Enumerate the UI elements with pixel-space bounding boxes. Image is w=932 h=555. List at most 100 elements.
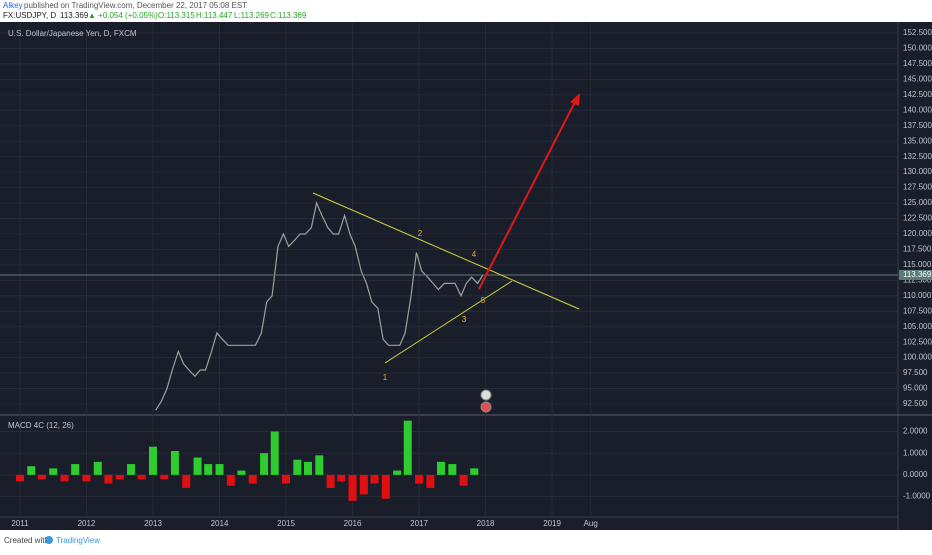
y-tick-label: 107.500	[903, 306, 932, 315]
macd-bar	[27, 466, 36, 475]
change: ▲ +0.054 (+0.05%)	[88, 11, 158, 20]
y-tick-label: 102.500	[903, 337, 932, 346]
low: L:113.269	[234, 11, 270, 20]
event-icon[interactable]	[480, 401, 492, 413]
x-tick-label: 2015	[277, 519, 295, 528]
y-tick-label: 122.500	[903, 214, 932, 223]
macd-bar	[237, 470, 246, 475]
macd-bar	[148, 446, 157, 475]
y-tick-label: 105.000	[903, 322, 932, 331]
header-bar	[0, 0, 932, 22]
forecast-arrow	[478, 99, 577, 290]
macd-bar	[448, 464, 457, 475]
footer-created: Created with	[4, 536, 49, 545]
close: C:113.369	[270, 11, 307, 20]
y-tick-label: 150.000	[903, 44, 932, 53]
author[interactable]: Alkey	[3, 1, 23, 10]
macd-bar	[182, 474, 191, 488]
macd-bar	[403, 420, 412, 475]
published: published on TradingView.com, December 2…	[24, 1, 247, 10]
macd-bar	[226, 474, 235, 486]
lower-trendline	[384, 280, 513, 364]
y-tick-label: 117.500	[903, 245, 932, 254]
y-tick-label: 135.000	[903, 136, 932, 145]
y-tick-label: 125.000	[903, 198, 932, 207]
y-tick-label: 115.000	[903, 260, 932, 269]
macd-bar	[170, 451, 179, 475]
wave-label: 2	[418, 229, 423, 238]
macd-bar	[270, 431, 279, 475]
y-tick-label: 97.500	[903, 368, 928, 377]
footer-brand[interactable]: TradingView	[56, 536, 100, 545]
open: O:113.315	[158, 11, 195, 20]
x-tick-label: 2018	[477, 519, 495, 528]
macd-bar	[82, 474, 91, 482]
macd-bar	[303, 461, 312, 475]
y-tick-label: 0.0000	[903, 470, 928, 479]
high: H:113.447	[196, 11, 233, 20]
macd-bar	[315, 455, 324, 475]
macd-bar	[215, 464, 224, 475]
macd-bar	[282, 474, 291, 484]
footer-bar	[0, 530, 932, 550]
macd-bar	[415, 474, 424, 484]
macd-bar	[437, 461, 446, 475]
x-tick-label: Aug	[584, 519, 598, 528]
chart-background	[0, 22, 932, 530]
macd-bar	[459, 474, 468, 486]
y-tick-label: 100.000	[903, 353, 932, 362]
macd-bar	[370, 474, 379, 484]
macd-bar	[15, 474, 24, 482]
wave-label: 5	[481, 296, 486, 305]
y-tick-label: 127.500	[903, 183, 932, 192]
last-price-label: 113.369	[903, 270, 932, 279]
symbol: FX:USDJPY, D	[3, 11, 56, 20]
x-tick-label: 2017	[410, 519, 428, 528]
macd-bar	[326, 474, 335, 488]
upper-trendline	[312, 192, 580, 310]
macd-bar	[426, 474, 435, 488]
y-tick-label: 145.000	[903, 74, 932, 83]
y-tick-label: 120.000	[903, 229, 932, 238]
wave-label: 3	[462, 315, 467, 324]
y-tick-label: 92.500	[903, 399, 928, 408]
tv-logo	[45, 536, 53, 544]
y-tick-label: 147.500	[903, 59, 932, 68]
macd-bar	[137, 474, 146, 480]
y-tick-label: 140.000	[903, 105, 932, 114]
x-tick-label: 2013	[144, 519, 162, 528]
macd-bar	[260, 453, 269, 475]
macd-bar	[104, 474, 113, 484]
last-price-tag	[899, 269, 932, 280]
x-tick-label: 2012	[78, 519, 96, 528]
price: 113.369	[60, 11, 89, 20]
macd-bar	[193, 457, 202, 475]
macd-bar	[337, 474, 346, 482]
y-tick-label: 132.500	[903, 152, 932, 161]
plot: 92.500 95.000 97.500 100.000 102.500 105.000 1…	[0, 22, 932, 528]
price-line	[155, 201, 484, 411]
y-tick-label: 137.500	[903, 121, 932, 130]
y-tick-label: 152.500	[903, 28, 932, 37]
macd-bar	[359, 474, 368, 495]
wave-label: 1	[383, 373, 388, 382]
macd-bar	[127, 464, 136, 475]
macd-bar	[393, 470, 402, 475]
event-icon[interactable]	[480, 389, 492, 401]
macd-bar	[93, 461, 102, 475]
macd-bar	[381, 474, 390, 499]
macd-bar	[115, 474, 124, 480]
macd-bar	[204, 464, 213, 475]
symbol-title: U.S. Dollar/Japanese Yen, D, FXCM	[8, 29, 137, 38]
arrow-head	[570, 93, 580, 106]
macd-bar	[348, 474, 357, 501]
macd-bar	[470, 468, 479, 475]
macd-bar	[160, 474, 169, 480]
x-tick-label: 2014	[211, 519, 229, 528]
wave-label: 4	[472, 250, 477, 259]
macd-bar	[71, 464, 80, 475]
y-tick-label: 2.0000	[903, 427, 928, 436]
macd-bar	[37, 474, 46, 480]
macd-bar	[60, 474, 69, 482]
